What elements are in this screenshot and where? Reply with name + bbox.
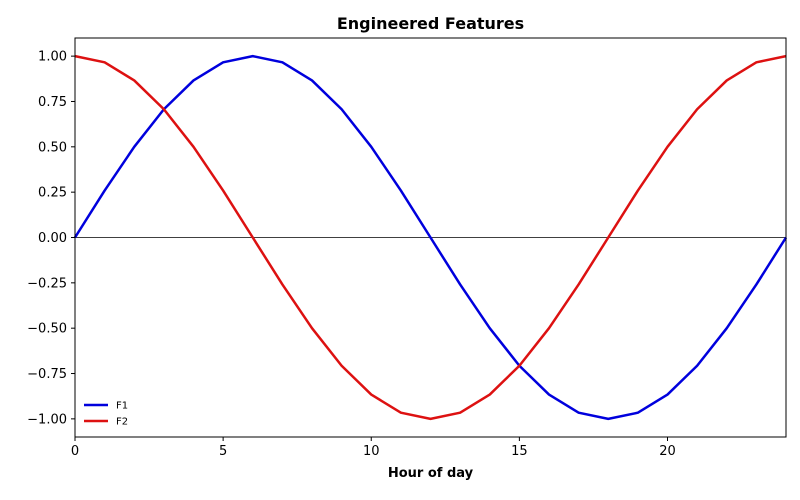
y-tick-label: −1.00 xyxy=(27,412,67,427)
y-tick-label: 0.25 xyxy=(38,186,67,201)
x-tick-label: 15 xyxy=(511,444,528,459)
chart-title: Engineered Features xyxy=(337,14,524,33)
series-group xyxy=(73,54,788,421)
y-tick-label: −0.50 xyxy=(27,322,67,337)
legend-label-f2: F2 xyxy=(116,417,128,428)
x-tick-label: 10 xyxy=(363,444,380,459)
y-axis-ticks: 1.00 0.75 0.50 0.25 0.00 −0.25 −0.50 −0.75 −1.00 xyxy=(27,50,75,427)
x-tick-label: 0 xyxy=(71,444,79,459)
legend-label-f1: F1 xyxy=(116,401,128,412)
y-tick-label: 0.75 xyxy=(38,95,67,110)
x-tick-label: 5 xyxy=(219,444,227,459)
x-tick-label: 20 xyxy=(659,444,676,459)
y-tick-label: 0.50 xyxy=(38,140,67,155)
y-tick-label: 1.00 xyxy=(38,50,67,65)
y-tick-label: −0.25 xyxy=(27,276,67,291)
series-line-f2 xyxy=(74,54,787,421)
x-axis-label: Hour of day xyxy=(388,466,474,481)
y-tick-label: 0.00 xyxy=(38,231,67,246)
x-axis-ticks: 0 5 10 15 20 xyxy=(71,437,676,459)
y-tick-label: −0.75 xyxy=(27,367,67,382)
series-line-f1 xyxy=(73,54,788,421)
